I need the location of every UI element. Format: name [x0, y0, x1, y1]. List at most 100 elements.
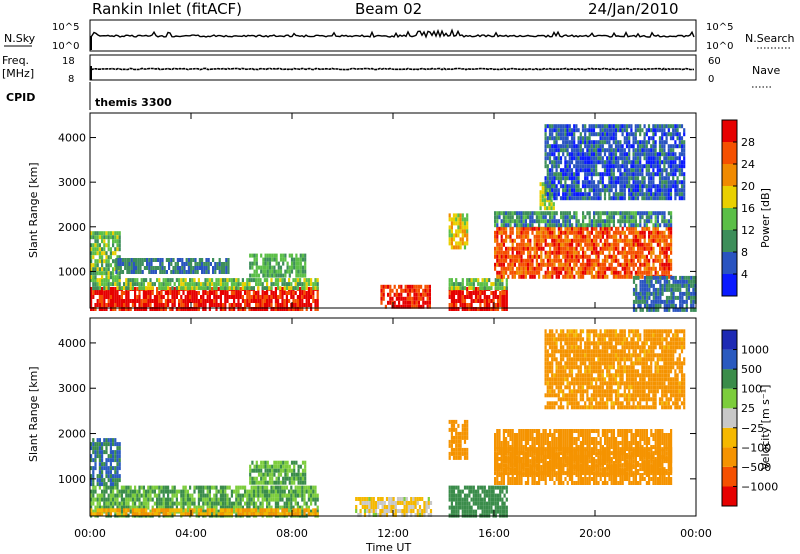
data-cell	[130, 262, 133, 266]
data-cell	[494, 250, 497, 255]
data-cell	[650, 148, 653, 153]
data-cell	[158, 295, 161, 299]
data-cell	[643, 144, 646, 149]
data-cell	[690, 307, 693, 312]
data-cell	[301, 253, 305, 258]
data-cell	[548, 156, 552, 161]
data-cell	[575, 258, 578, 263]
data-cell	[614, 188, 618, 193]
data-cell	[466, 278, 469, 283]
data-cell	[448, 307, 451, 311]
data-cell	[277, 299, 280, 303]
data-cell	[685, 275, 688, 280]
data-cell	[505, 258, 508, 263]
data-cell	[601, 234, 604, 239]
data-cell	[490, 282, 493, 287]
data-cell	[590, 140, 593, 145]
data-cell	[402, 296, 405, 301]
data-cell	[281, 278, 284, 283]
data-cell	[551, 128, 554, 133]
data-cell	[228, 286, 231, 291]
data-cell	[608, 254, 611, 259]
data-cell	[524, 219, 527, 224]
data-cell	[612, 172, 615, 177]
data-cell	[573, 262, 576, 267]
data-cell	[292, 291, 295, 295]
data-cell	[652, 266, 655, 271]
data-cell	[178, 286, 181, 291]
data-cell	[169, 508, 172, 513]
data-cell	[176, 262, 179, 266]
data-cell	[575, 164, 578, 169]
data-cell	[310, 303, 313, 307]
data-cell	[586, 140, 589, 145]
data-cell	[606, 211, 609, 216]
data-cell	[90, 271, 93, 276]
data-cell	[472, 299, 475, 303]
data-cell	[516, 246, 519, 251]
data-cell	[182, 291, 185, 295]
data-cell	[663, 132, 666, 137]
data-cell	[109, 255, 112, 260]
data-cell	[639, 180, 642, 185]
data-cell	[672, 148, 675, 153]
data-cell	[665, 226, 668, 231]
data-cell	[590, 258, 593, 263]
data-cell	[257, 497, 260, 502]
data-cell	[670, 242, 673, 247]
data-cell	[426, 288, 429, 293]
data-cell	[114, 501, 117, 506]
data-cell	[634, 180, 637, 185]
data-cell	[404, 300, 407, 305]
data-cell	[522, 211, 525, 216]
data-cell	[571, 250, 574, 255]
data-cell	[619, 219, 622, 224]
data-cell	[224, 278, 227, 283]
data-cell	[654, 124, 657, 129]
data-cell	[263, 493, 266, 498]
data-cell	[415, 296, 418, 301]
data-cell	[457, 282, 460, 287]
data-cell	[648, 250, 651, 255]
data-cell	[162, 497, 165, 502]
data-cell	[208, 299, 211, 303]
data-cell	[417, 304, 420, 309]
data-cell	[670, 266, 673, 271]
data-cell	[661, 160, 664, 165]
data-cell	[134, 493, 137, 498]
data-cell	[114, 287, 117, 291]
data-cell	[586, 168, 589, 173]
data-cell	[114, 295, 117, 299]
data-cell	[292, 505, 295, 510]
data-cell	[661, 262, 664, 267]
data-cell	[588, 246, 591, 251]
data-cell	[191, 278, 194, 283]
data-cell	[103, 247, 106, 252]
data-cell	[595, 226, 598, 231]
data-cell	[592, 148, 596, 153]
data-cell	[529, 219, 532, 224]
data-cell	[636, 180, 640, 185]
data-cell	[548, 128, 552, 133]
data-cell	[494, 215, 497, 220]
data-cell	[452, 217, 456, 222]
data-cell	[237, 489, 240, 494]
data-cell	[568, 168, 571, 173]
data-cell	[169, 505, 172, 510]
data-cell	[656, 188, 659, 193]
data-cell	[303, 291, 306, 295]
data-cell	[160, 286, 163, 291]
data-cell	[672, 136, 675, 141]
data-cell	[90, 505, 93, 510]
data-cell	[654, 132, 657, 137]
data-cell	[665, 242, 668, 247]
data-cell	[502, 230, 505, 235]
data-cell	[621, 230, 624, 235]
data-cell	[531, 266, 534, 271]
data-cell	[546, 172, 549, 177]
data-cell	[619, 180, 622, 185]
data-cell	[657, 279, 660, 284]
data-cell	[292, 497, 295, 502]
data-cell	[483, 278, 486, 283]
data-cell	[136, 512, 139, 517]
